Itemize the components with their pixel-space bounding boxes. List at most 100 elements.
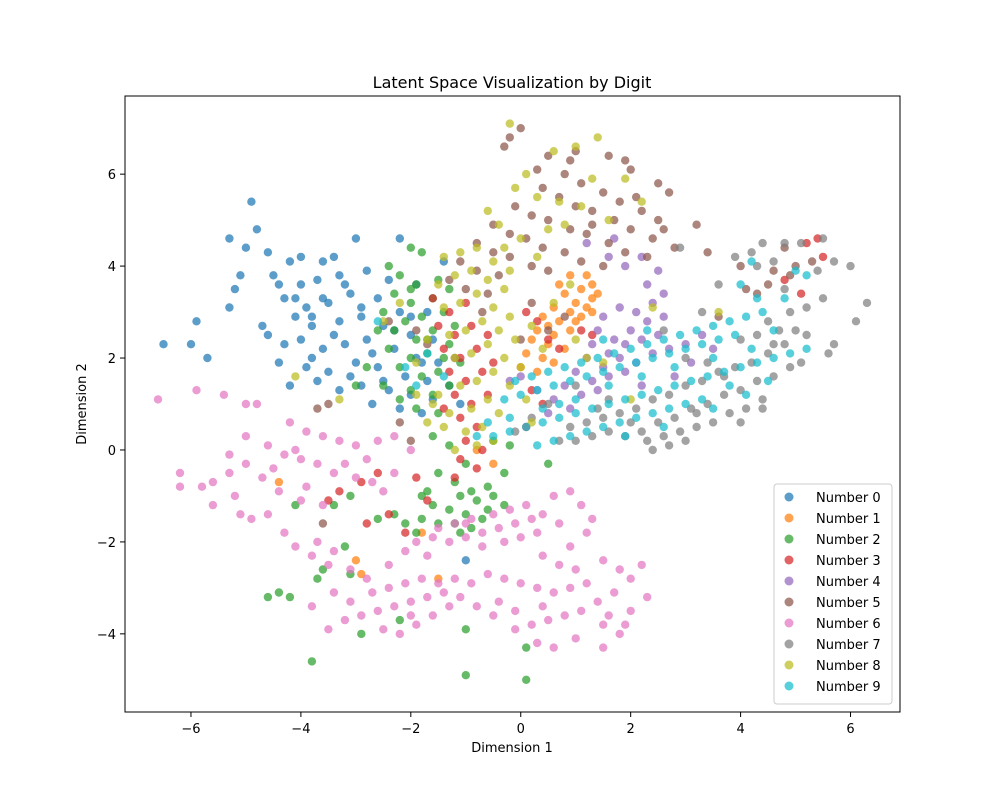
data-point bbox=[544, 367, 553, 376]
data-point bbox=[483, 482, 492, 491]
data-point bbox=[566, 404, 575, 413]
series-8 bbox=[291, 119, 723, 455]
data-point bbox=[692, 326, 701, 335]
data-point bbox=[588, 206, 597, 216]
data-point bbox=[395, 418, 404, 427]
data-point bbox=[549, 588, 558, 597]
y-tick-label: 0 bbox=[108, 444, 116, 459]
data-point bbox=[489, 459, 498, 468]
data-point bbox=[692, 220, 701, 229]
data-point bbox=[241, 243, 251, 252]
legend-marker bbox=[784, 492, 794, 502]
data-point bbox=[472, 464, 481, 473]
data-point bbox=[478, 514, 487, 524]
data-point bbox=[357, 629, 366, 639]
data-point bbox=[615, 418, 624, 427]
y-tick-label: −4 bbox=[97, 628, 116, 643]
data-point bbox=[483, 206, 492, 216]
data-point bbox=[769, 266, 778, 275]
data-point bbox=[736, 335, 745, 344]
data-point bbox=[527, 372, 536, 381]
data-point bbox=[708, 321, 718, 331]
data-point bbox=[423, 376, 432, 386]
data-point bbox=[318, 565, 328, 574]
data-point bbox=[428, 399, 437, 409]
data-point bbox=[632, 358, 641, 367]
data-point bbox=[439, 588, 448, 597]
data-point bbox=[467, 514, 476, 524]
data-point bbox=[566, 432, 575, 441]
data-point bbox=[505, 229, 514, 239]
data-point bbox=[522, 643, 531, 652]
data-point bbox=[428, 533, 437, 542]
data-point bbox=[626, 606, 635, 616]
legend-marker bbox=[784, 576, 794, 586]
legend-label: Number 0 bbox=[816, 491, 881, 506]
data-point bbox=[505, 413, 514, 422]
data-point bbox=[483, 569, 492, 579]
data-point bbox=[230, 491, 240, 501]
data-point bbox=[681, 381, 690, 390]
legend-label: Number 5 bbox=[816, 596, 881, 611]
data-point bbox=[796, 358, 806, 367]
data-point bbox=[621, 620, 630, 629]
data-point bbox=[675, 243, 685, 252]
legend-marker bbox=[784, 681, 794, 691]
data-point bbox=[274, 588, 284, 597]
data-point bbox=[439, 303, 448, 312]
data-point bbox=[406, 312, 415, 321]
data-point bbox=[681, 399, 690, 409]
data-point bbox=[791, 326, 800, 335]
data-point bbox=[203, 353, 212, 363]
data-point bbox=[527, 298, 536, 308]
data-point bbox=[544, 409, 553, 418]
data-point bbox=[566, 542, 575, 551]
data-point bbox=[500, 243, 509, 252]
data-point bbox=[703, 248, 712, 257]
data-point bbox=[318, 294, 328, 303]
data-point bbox=[472, 376, 481, 386]
data-point bbox=[566, 422, 575, 432]
data-point bbox=[697, 376, 707, 386]
data-point bbox=[263, 330, 273, 340]
data-point bbox=[643, 326, 652, 335]
data-point bbox=[483, 289, 492, 298]
data-point bbox=[664, 441, 674, 450]
data-point bbox=[390, 432, 399, 441]
data-point bbox=[428, 500, 437, 510]
data-point bbox=[571, 436, 580, 445]
data-point bbox=[577, 606, 586, 616]
data-point bbox=[335, 271, 344, 280]
data-point bbox=[725, 409, 734, 418]
data-point bbox=[472, 289, 481, 298]
data-point bbox=[648, 303, 657, 312]
data-point bbox=[708, 344, 718, 353]
data-point bbox=[434, 280, 443, 289]
data-point bbox=[313, 574, 322, 583]
data-point bbox=[741, 390, 751, 399]
data-point bbox=[406, 445, 415, 455]
data-point bbox=[659, 225, 668, 234]
data-point bbox=[522, 169, 531, 179]
data-point bbox=[412, 404, 421, 413]
data-point bbox=[357, 569, 366, 579]
data-point bbox=[675, 330, 685, 340]
data-point bbox=[582, 303, 591, 312]
data-point bbox=[527, 321, 536, 331]
data-point bbox=[307, 551, 317, 560]
data-point bbox=[588, 340, 597, 349]
data-point bbox=[373, 606, 382, 616]
data-point bbox=[401, 372, 410, 381]
data-point bbox=[769, 372, 778, 381]
data-point bbox=[599, 413, 608, 422]
data-point bbox=[395, 395, 404, 404]
data-point bbox=[544, 215, 553, 225]
data-point bbox=[785, 307, 795, 317]
data-point bbox=[818, 252, 828, 262]
data-point bbox=[571, 367, 580, 376]
data-point bbox=[549, 358, 558, 367]
data-point bbox=[654, 330, 663, 340]
data-point bbox=[566, 307, 575, 317]
data-point bbox=[692, 422, 701, 432]
